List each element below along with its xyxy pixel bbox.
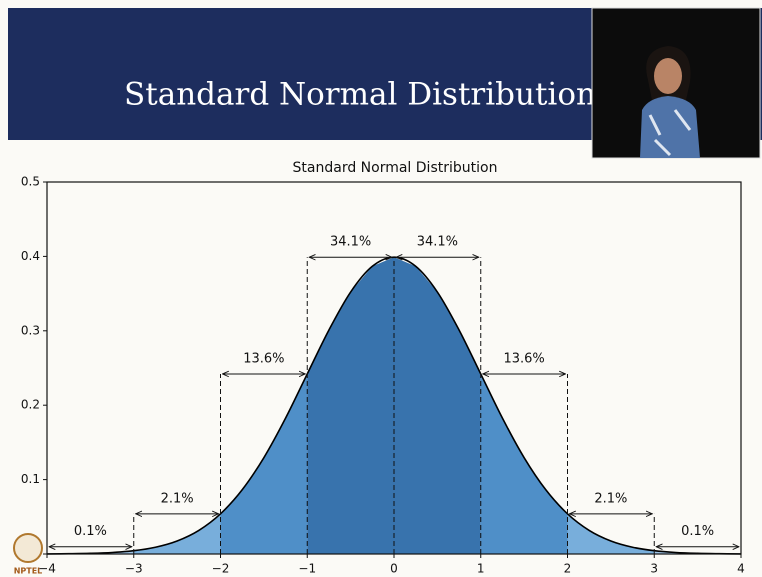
y-tick-label: 0.2 — [21, 398, 40, 412]
y-tick-label: 0.4 — [21, 249, 40, 263]
x-tick-label: −2 — [212, 562, 230, 576]
x-tick-label: 0 — [390, 562, 398, 576]
x-tick-label: −1 — [298, 562, 316, 576]
region-label: 13.6% — [243, 351, 284, 366]
x-tick-label: 3 — [650, 562, 658, 576]
slide: Standard Normal Distribution Standard No… — [0, 0, 762, 577]
logo-text: NPTEL — [14, 567, 43, 576]
x-tick-label: 2 — [564, 562, 572, 576]
region-label: 2.1% — [161, 491, 194, 506]
region-label: 13.6% — [503, 351, 544, 366]
slide-title: Standard Normal Distribution — [124, 77, 596, 113]
region-label: 34.1% — [330, 235, 371, 250]
y-tick-label: 0.3 — [21, 323, 40, 337]
chart-title: Standard Normal Distribution — [293, 160, 498, 176]
y-tick-label: 0.1 — [21, 472, 40, 486]
logo: NPTEL — [14, 534, 43, 576]
region-label: 34.1% — [417, 235, 458, 250]
x-tick-label: 4 — [737, 562, 745, 576]
region-label: 0.1% — [681, 524, 714, 539]
region-label: 2.1% — [594, 491, 627, 506]
y-tick-label: 0.5 — [21, 175, 40, 189]
x-tick-label: −3 — [125, 562, 143, 576]
region-label: 0.1% — [74, 524, 107, 539]
x-tick-label: 1 — [477, 562, 485, 576]
video-inset — [592, 8, 760, 158]
